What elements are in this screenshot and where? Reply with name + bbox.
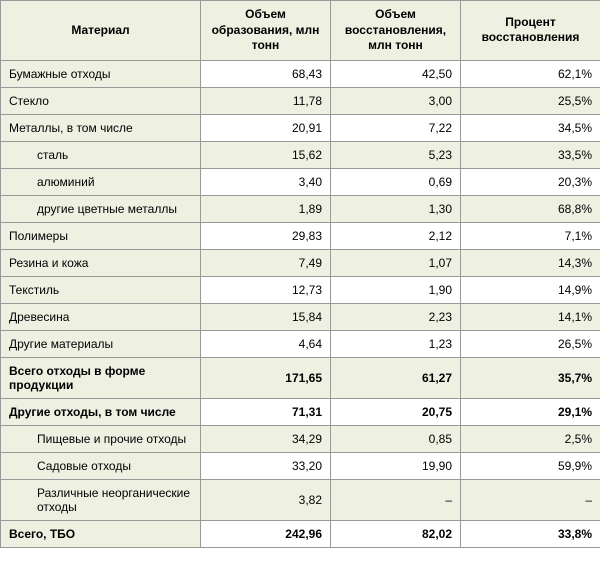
cell-pct: 34,5% bbox=[461, 114, 600, 141]
table-row: другие цветные металлы1,891,3068,8% bbox=[1, 195, 600, 222]
table-row: сталь15,625,2333,5% bbox=[1, 141, 600, 168]
table-row: Полимеры29,832,127,1% bbox=[1, 222, 600, 249]
cell-gen: 3,40 bbox=[201, 168, 331, 195]
table-row: алюминий3,400,6920,3% bbox=[1, 168, 600, 195]
cell-gen: 20,91 bbox=[201, 114, 331, 141]
table-row: Всего отходы в форме продукции171,6561,2… bbox=[1, 357, 600, 398]
cell-gen: 11,78 bbox=[201, 87, 331, 114]
cell-rec: – bbox=[331, 479, 461, 520]
cell-rec: 1,07 bbox=[331, 249, 461, 276]
cell-gen: 7,49 bbox=[201, 249, 331, 276]
col-material: Материал bbox=[1, 1, 201, 61]
cell-gen: 171,65 bbox=[201, 357, 331, 398]
cell-material: Резина и кожа bbox=[1, 249, 201, 276]
cell-pct: 33,5% bbox=[461, 141, 600, 168]
cell-pct: – bbox=[461, 479, 600, 520]
cell-material: алюминий bbox=[1, 168, 201, 195]
cell-rec: 1,23 bbox=[331, 330, 461, 357]
cell-rec: 0,85 bbox=[331, 425, 461, 452]
cell-pct: 62,1% bbox=[461, 60, 600, 87]
cell-rec: 2,12 bbox=[331, 222, 461, 249]
cell-material: Стекло bbox=[1, 87, 201, 114]
table-row: Древесина15,842,2314,1% bbox=[1, 303, 600, 330]
cell-rec: 20,75 bbox=[331, 398, 461, 425]
cell-material: Текстиль bbox=[1, 276, 201, 303]
table-row: Различные неорганические отходы3,82–– bbox=[1, 479, 600, 520]
table-row: Металлы, в том числе20,917,2234,5% bbox=[1, 114, 600, 141]
cell-pct: 33,8% bbox=[461, 520, 600, 547]
cell-rec: 42,50 bbox=[331, 60, 461, 87]
cell-pct: 26,5% bbox=[461, 330, 600, 357]
cell-rec: 61,27 bbox=[331, 357, 461, 398]
cell-pct: 14,1% bbox=[461, 303, 600, 330]
cell-gen: 29,83 bbox=[201, 222, 331, 249]
table-header-row: Материал Объем образования, млн тонн Объ… bbox=[1, 1, 600, 61]
cell-pct: 68,8% bbox=[461, 195, 600, 222]
cell-rec: 1,90 bbox=[331, 276, 461, 303]
cell-gen: 12,73 bbox=[201, 276, 331, 303]
table-row: Стекло11,783,0025,5% bbox=[1, 87, 600, 114]
cell-pct: 59,9% bbox=[461, 452, 600, 479]
cell-pct: 20,3% bbox=[461, 168, 600, 195]
cell-gen: 15,84 bbox=[201, 303, 331, 330]
cell-gen: 15,62 bbox=[201, 141, 331, 168]
table-row: Пищевые и прочие отходы34,290,852,5% bbox=[1, 425, 600, 452]
cell-pct: 14,3% bbox=[461, 249, 600, 276]
cell-pct: 25,5% bbox=[461, 87, 600, 114]
cell-material: Металлы, в том числе bbox=[1, 114, 201, 141]
table-row: Другие материалы4,641,2326,5% bbox=[1, 330, 600, 357]
col-percent: Процент восстановления bbox=[461, 1, 600, 61]
waste-table: Материал Объем образования, млн тонн Объ… bbox=[0, 0, 600, 548]
cell-material: Другие материалы bbox=[1, 330, 201, 357]
cell-rec: 0,69 bbox=[331, 168, 461, 195]
cell-gen: 71,31 bbox=[201, 398, 331, 425]
cell-material: Бумажные отходы bbox=[1, 60, 201, 87]
cell-rec: 2,23 bbox=[331, 303, 461, 330]
table-row: Текстиль12,731,9014,9% bbox=[1, 276, 600, 303]
cell-material: Другие отходы, в том числе bbox=[1, 398, 201, 425]
cell-pct: 35,7% bbox=[461, 357, 600, 398]
cell-material: Полимеры bbox=[1, 222, 201, 249]
cell-material: другие цветные металлы bbox=[1, 195, 201, 222]
table-row: Всего, ТБО242,9682,0233,8% bbox=[1, 520, 600, 547]
table-row: Садовые отходы33,2019,9059,9% bbox=[1, 452, 600, 479]
cell-rec: 7,22 bbox=[331, 114, 461, 141]
cell-gen: 34,29 bbox=[201, 425, 331, 452]
cell-material: Садовые отходы bbox=[1, 452, 201, 479]
cell-rec: 3,00 bbox=[331, 87, 461, 114]
cell-pct: 2,5% bbox=[461, 425, 600, 452]
cell-gen: 1,89 bbox=[201, 195, 331, 222]
cell-rec: 5,23 bbox=[331, 141, 461, 168]
table-row: Резина и кожа7,491,0714,3% bbox=[1, 249, 600, 276]
table-row: Другие отходы, в том числе71,3120,7529,1… bbox=[1, 398, 600, 425]
cell-gen: 242,96 bbox=[201, 520, 331, 547]
cell-pct: 29,1% bbox=[461, 398, 600, 425]
cell-gen: 4,64 bbox=[201, 330, 331, 357]
cell-gen: 33,20 bbox=[201, 452, 331, 479]
cell-pct: 14,9% bbox=[461, 276, 600, 303]
cell-rec: 19,90 bbox=[331, 452, 461, 479]
cell-material: Всего, ТБО bbox=[1, 520, 201, 547]
cell-material: Древесина bbox=[1, 303, 201, 330]
cell-material: сталь bbox=[1, 141, 201, 168]
cell-rec: 82,02 bbox=[331, 520, 461, 547]
cell-material: Всего отходы в форме продукции bbox=[1, 357, 201, 398]
cell-gen: 3,82 bbox=[201, 479, 331, 520]
cell-pct: 7,1% bbox=[461, 222, 600, 249]
col-recovery: Объем восстановления, млн тонн bbox=[331, 1, 461, 61]
cell-material: Различные неорганические отходы bbox=[1, 479, 201, 520]
table-row: Бумажные отходы68,4342,5062,1% bbox=[1, 60, 600, 87]
col-generation: Объем образования, млн тонн bbox=[201, 1, 331, 61]
cell-material: Пищевые и прочие отходы bbox=[1, 425, 201, 452]
cell-gen: 68,43 bbox=[201, 60, 331, 87]
cell-rec: 1,30 bbox=[331, 195, 461, 222]
